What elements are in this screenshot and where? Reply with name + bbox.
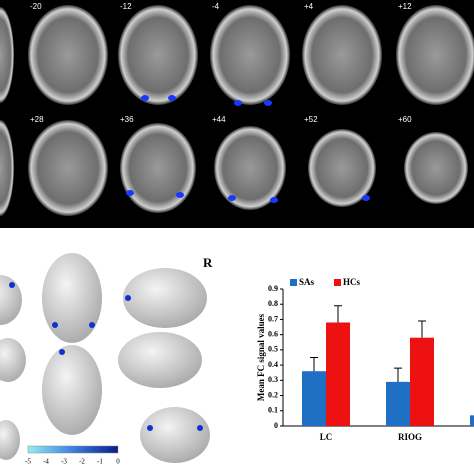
slice-label: +52 (304, 115, 318, 124)
activation (126, 190, 134, 196)
activation (141, 95, 149, 101)
activation (52, 322, 58, 328)
slice-label: +4 (304, 2, 314, 11)
brain-surface (0, 275, 22, 325)
slice-label: -20 (30, 2, 42, 11)
y-tick-label: 0.5 (268, 345, 278, 354)
error-bar (310, 357, 318, 372)
surface-renderings: R (0, 253, 213, 463)
brain-surface (0, 338, 26, 382)
mri-slice (302, 5, 382, 105)
x-tick-label: LC (320, 432, 333, 442)
activation (9, 282, 15, 288)
bar (410, 337, 434, 426)
side-label: R (203, 255, 213, 270)
colorbar-tick-label: -3 (61, 458, 67, 466)
y-tick-label: 0.8 (268, 299, 278, 308)
x-tick-label: RIOG (398, 432, 422, 442)
mri-slice (214, 126, 286, 210)
y-tick-label: 0.3 (268, 375, 278, 384)
activation (270, 197, 278, 203)
slices: -20 -12 -4 +4 +12 +28 +36 +44 +52 +60 (0, 2, 474, 216)
y-axis-label: Mean FC signal values (256, 313, 266, 401)
mri-slice (396, 5, 474, 105)
bar-chart: 0 0.1 0.2 0.3 0.4 0.5 0.6 0.7 0.8 0.9 Mean FC sign… (256, 277, 474, 442)
colorbar-tick-label: -1 (97, 458, 103, 466)
mri-slice (118, 5, 198, 105)
colorbar-ticks: -5 -4 -3 -2 -1 0 (25, 458, 120, 466)
mri-slice (210, 5, 290, 105)
activation (59, 349, 65, 355)
activation (176, 192, 184, 198)
y-tick-label: 0.7 (268, 314, 278, 323)
bar (386, 381, 410, 426)
legend-label: SAs (299, 277, 315, 287)
brain-surface (0, 420, 20, 460)
mri-slice (28, 120, 108, 216)
mri-slice (308, 129, 376, 207)
colorbar-tick-label: -5 (25, 458, 31, 466)
activation (228, 195, 236, 201)
colorbar-tick-label: -2 (79, 458, 85, 466)
brain-surface (42, 345, 102, 435)
slice-label: +12 (398, 2, 412, 11)
error-bar (334, 305, 342, 323)
brain-surface (42, 253, 102, 343)
mri-slice (404, 132, 468, 204)
brain-surface (140, 407, 210, 463)
slice-label: +28 (30, 115, 44, 124)
slice-label: +36 (120, 115, 134, 124)
slice-label: -12 (120, 2, 132, 11)
mri-slice (120, 123, 196, 213)
activation (125, 295, 131, 301)
activation (147, 425, 153, 431)
slice-label: +44 (212, 115, 226, 124)
mri-slice (0, 120, 14, 216)
activation (264, 100, 272, 106)
slice-label: -4 (212, 2, 220, 11)
y-tick-label: 0.6 (268, 329, 278, 338)
bar (470, 415, 474, 426)
activation (362, 195, 370, 201)
y-tick-label: 0 (274, 421, 278, 430)
y-tick-label: 0.1 (268, 406, 278, 415)
legend-label: HCs (343, 277, 361, 287)
colorbar (27, 445, 119, 454)
activation (89, 322, 95, 328)
legend-swatch (290, 279, 297, 286)
error-bar (418, 320, 426, 338)
brain-surface (123, 268, 207, 328)
colorbar-tick-label: -4 (43, 458, 49, 466)
legend-swatch (334, 279, 341, 286)
slice-label: +60 (398, 115, 412, 124)
bar (302, 371, 326, 426)
activation (234, 100, 242, 106)
y-tick-label: 0.2 (268, 390, 278, 399)
bar (326, 322, 350, 426)
activation (197, 425, 203, 431)
error-bar (394, 367, 402, 382)
y-tick-label: 0.9 (268, 284, 278, 293)
y-tick-label: 0.4 (268, 360, 278, 369)
colorbar-tick-label: 0 (116, 458, 120, 466)
mri-slice (0, 7, 14, 103)
activation (168, 95, 176, 101)
mri-slice (28, 5, 108, 105)
brain-surface (118, 332, 202, 388)
